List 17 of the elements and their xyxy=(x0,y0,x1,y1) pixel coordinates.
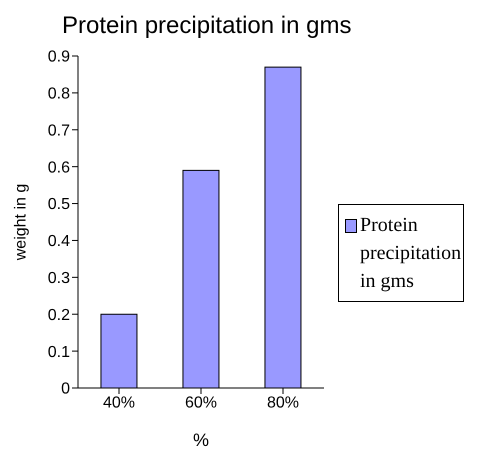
x-tick-label: 40% xyxy=(102,394,136,412)
legend-label: Protein precipitation in gms xyxy=(360,213,462,294)
y-tick-label: 0.7 xyxy=(48,122,70,140)
y-tick-label: 0.8 xyxy=(48,86,70,103)
chart-title: Protein precipitation in gms xyxy=(61,11,352,41)
y-tick-label: 0.3 xyxy=(48,270,70,288)
y-tick-label: 0.5 xyxy=(48,196,70,214)
y-tick-label: 0.9 xyxy=(48,48,70,66)
y-tick-label: 0.6 xyxy=(48,159,70,176)
y-tick-label: 0.2 xyxy=(48,306,70,324)
y-tick-label: 0 xyxy=(61,380,70,398)
y-tick-label: 0.4 xyxy=(48,233,70,250)
y-axis-title: weight in g xyxy=(12,184,30,262)
x-tick-label: 80% xyxy=(266,394,300,412)
y-tick-label: 0.1 xyxy=(48,344,70,361)
x-tick-label: 60% xyxy=(184,394,218,412)
x-axis-title: % xyxy=(192,430,210,450)
